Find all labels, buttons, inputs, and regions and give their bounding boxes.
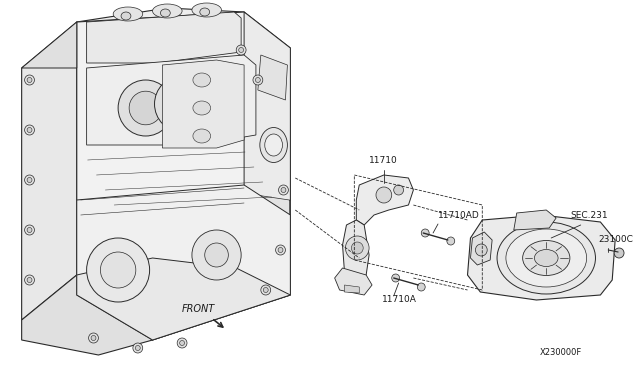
Circle shape bbox=[276, 245, 285, 255]
Text: 11710: 11710 bbox=[369, 156, 398, 165]
Polygon shape bbox=[470, 232, 492, 265]
Circle shape bbox=[129, 91, 162, 125]
Circle shape bbox=[24, 125, 35, 135]
Circle shape bbox=[133, 343, 143, 353]
Circle shape bbox=[166, 87, 198, 121]
Ellipse shape bbox=[161, 9, 170, 17]
Circle shape bbox=[177, 338, 187, 348]
Circle shape bbox=[118, 80, 173, 136]
Circle shape bbox=[135, 346, 140, 350]
Circle shape bbox=[205, 243, 228, 267]
Circle shape bbox=[27, 77, 32, 83]
Circle shape bbox=[278, 247, 283, 253]
Text: SEC.231: SEC.231 bbox=[571, 211, 609, 220]
Polygon shape bbox=[86, 12, 241, 63]
Text: 23100C: 23100C bbox=[598, 235, 634, 244]
Circle shape bbox=[421, 229, 429, 237]
Ellipse shape bbox=[200, 8, 210, 16]
Ellipse shape bbox=[523, 241, 570, 276]
Circle shape bbox=[447, 237, 455, 245]
Ellipse shape bbox=[113, 7, 143, 21]
Ellipse shape bbox=[534, 250, 558, 266]
Circle shape bbox=[24, 275, 35, 285]
Polygon shape bbox=[256, 195, 291, 245]
Circle shape bbox=[180, 340, 184, 346]
Ellipse shape bbox=[265, 134, 282, 156]
Text: X230000F: X230000F bbox=[540, 348, 582, 357]
Polygon shape bbox=[468, 215, 615, 300]
Circle shape bbox=[24, 75, 35, 85]
Text: 11710AD: 11710AD bbox=[438, 211, 480, 220]
Circle shape bbox=[261, 285, 271, 295]
Circle shape bbox=[281, 187, 286, 192]
Circle shape bbox=[239, 48, 244, 52]
Circle shape bbox=[91, 336, 96, 340]
Ellipse shape bbox=[121, 12, 131, 20]
Ellipse shape bbox=[152, 4, 182, 18]
Polygon shape bbox=[77, 258, 291, 340]
Circle shape bbox=[27, 177, 32, 183]
Polygon shape bbox=[244, 12, 291, 215]
Ellipse shape bbox=[193, 129, 211, 143]
Circle shape bbox=[154, 76, 210, 132]
Circle shape bbox=[394, 185, 404, 195]
Circle shape bbox=[24, 225, 35, 235]
Text: FRONT: FRONT bbox=[182, 304, 215, 314]
Circle shape bbox=[346, 236, 369, 260]
Circle shape bbox=[614, 248, 624, 258]
Ellipse shape bbox=[193, 73, 211, 87]
Circle shape bbox=[417, 283, 425, 291]
Circle shape bbox=[88, 333, 99, 343]
Circle shape bbox=[278, 185, 289, 195]
Polygon shape bbox=[86, 55, 256, 145]
Polygon shape bbox=[163, 60, 244, 148]
Ellipse shape bbox=[192, 3, 221, 17]
Circle shape bbox=[351, 242, 363, 254]
Polygon shape bbox=[514, 210, 556, 230]
Polygon shape bbox=[22, 22, 77, 320]
Circle shape bbox=[27, 228, 32, 232]
Circle shape bbox=[255, 77, 260, 83]
Ellipse shape bbox=[193, 101, 211, 115]
Circle shape bbox=[191, 74, 242, 126]
Circle shape bbox=[263, 288, 268, 292]
Polygon shape bbox=[22, 22, 77, 68]
Circle shape bbox=[236, 45, 246, 55]
Ellipse shape bbox=[497, 222, 595, 294]
Polygon shape bbox=[356, 175, 413, 225]
Circle shape bbox=[27, 128, 32, 132]
Polygon shape bbox=[22, 275, 152, 355]
Polygon shape bbox=[258, 55, 287, 100]
Circle shape bbox=[24, 175, 35, 185]
Polygon shape bbox=[77, 12, 291, 340]
Circle shape bbox=[100, 252, 136, 288]
Polygon shape bbox=[77, 8, 244, 68]
Circle shape bbox=[27, 278, 32, 282]
Polygon shape bbox=[342, 220, 369, 280]
Circle shape bbox=[192, 230, 241, 280]
Circle shape bbox=[86, 238, 150, 302]
Polygon shape bbox=[77, 185, 291, 340]
Circle shape bbox=[253, 75, 263, 85]
Ellipse shape bbox=[260, 128, 287, 163]
Circle shape bbox=[392, 274, 399, 282]
Ellipse shape bbox=[506, 229, 587, 287]
Polygon shape bbox=[344, 285, 359, 293]
Text: 11710A: 11710A bbox=[382, 295, 417, 304]
Circle shape bbox=[376, 187, 392, 203]
Circle shape bbox=[201, 84, 232, 116]
Circle shape bbox=[476, 244, 487, 256]
Polygon shape bbox=[335, 268, 372, 295]
